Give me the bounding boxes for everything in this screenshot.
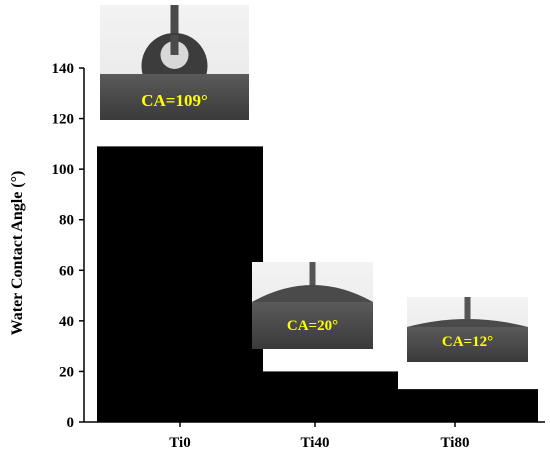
y-tick-label: 20 <box>59 364 74 380</box>
x-labels-group: Ti0 Ti40 Ti80 <box>169 422 469 451</box>
needle <box>464 297 471 319</box>
y-tick-label: 120 <box>52 112 75 128</box>
contact-angle-label: CA=12° <box>442 334 493 350</box>
inset-images-group: CA=109° CA=20° CA=12° <box>100 5 528 362</box>
water-droplet <box>252 285 373 302</box>
bar-ti40 <box>232 371 398 422</box>
needle-tip <box>170 35 179 55</box>
water-droplet <box>407 319 528 327</box>
substrate <box>100 74 249 120</box>
x-category-label: Ti80 <box>441 435 470 451</box>
y-tick-label: 140 <box>52 61 75 77</box>
needle <box>309 262 316 290</box>
inset-image-ti40: CA=20° <box>252 262 373 349</box>
x-category-label: Ti40 <box>301 435 330 451</box>
bar-ti80 <box>372 389 538 422</box>
y-tick-label: 40 <box>59 314 74 330</box>
y-tick-label: 100 <box>52 162 75 178</box>
y-axis-title: Water Contact Angle (°) <box>9 171 26 336</box>
inset-image-ti80: CA=12° <box>407 297 528 362</box>
y-tick-label: 80 <box>59 213 74 229</box>
inset-image-ti0: CA=109° <box>100 5 249 120</box>
contact-angle-label: CA=109° <box>141 91 208 110</box>
contact-angle-label: CA=20° <box>287 318 338 334</box>
bars-group <box>97 146 538 422</box>
y-tick-label: 0 <box>67 415 75 431</box>
y-tick-label: 60 <box>59 263 74 279</box>
y-ticks-group: 0 20 40 60 80 100 120 140 <box>52 61 84 431</box>
needle <box>170 5 179 41</box>
x-category-label: Ti0 <box>169 435 190 451</box>
substrate <box>407 327 528 362</box>
substrate <box>252 302 373 349</box>
